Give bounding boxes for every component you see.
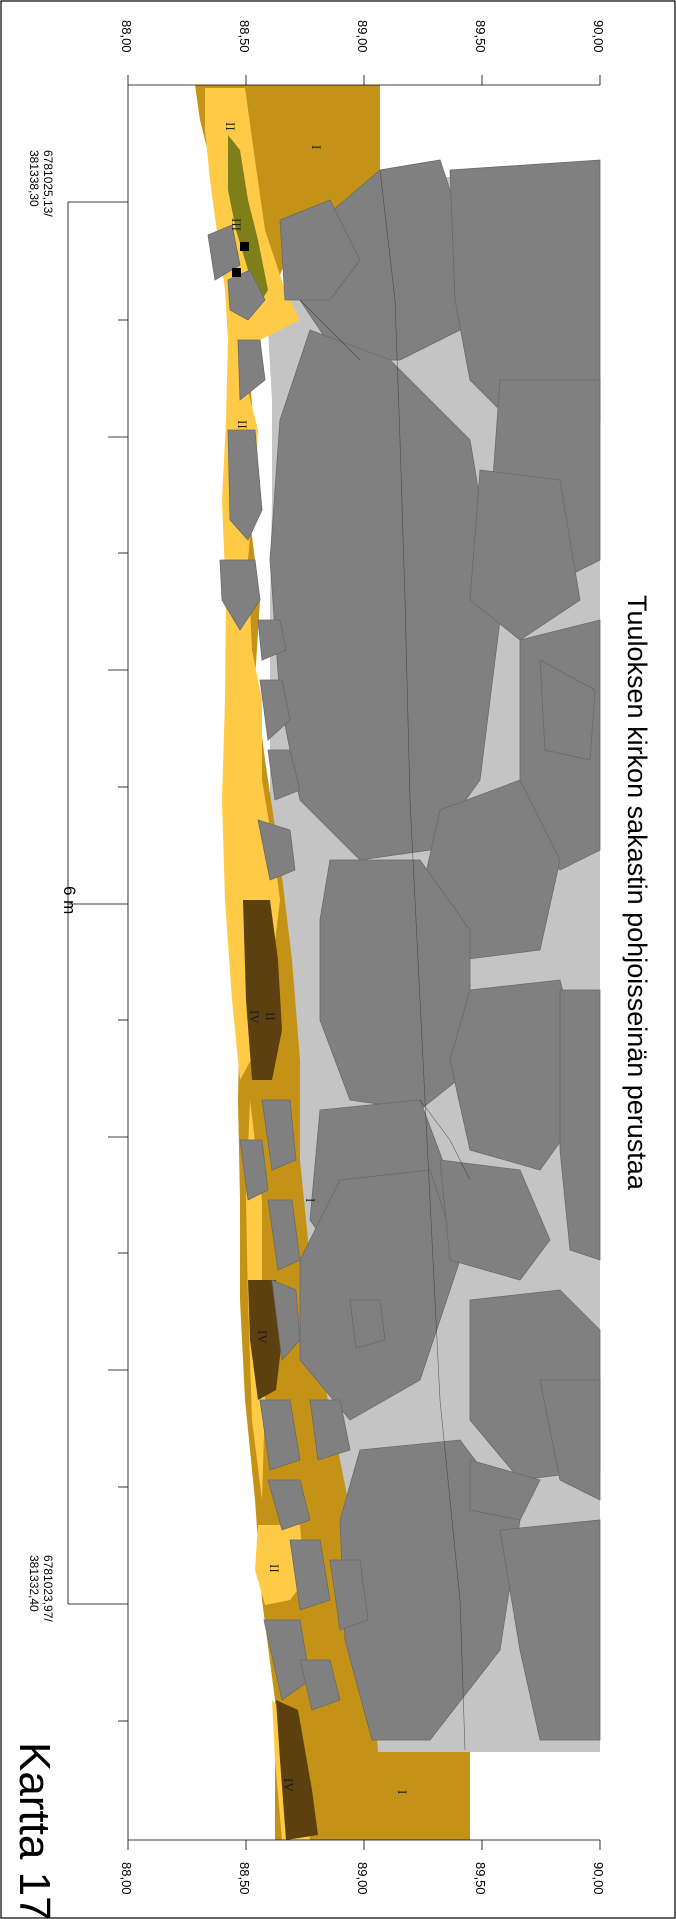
layer-III <box>228 135 268 300</box>
scale-label: 6 m <box>60 886 79 914</box>
layer-IV-b <box>248 1280 282 1400</box>
stones <box>207 159 601 1741</box>
joint-lines <box>299 169 471 1751</box>
elevation-ticks <box>127 75 601 1850</box>
label-layer-I-bottom: I <box>395 1790 410 1794</box>
elevation-labels-top: 88,00 88,50 89,00 89,50 90,00 <box>119 20 606 53</box>
elev-bottom-0: 88,00 <box>119 1862 134 1895</box>
elev-bottom-4: 90,00 <box>591 1862 606 1895</box>
elevation-labels-bottom: 88,00 88,50 89,00 89,50 90,00 <box>119 1862 606 1895</box>
scale-ticks <box>68 201 128 1722</box>
sample-marker-2 <box>232 268 241 277</box>
coord-bottom-east: 381332,40 <box>27 1555 41 1612</box>
section-drawing: I II III II IV II I IV II I IV <box>67 75 601 1850</box>
label-layer-IV-c: IV <box>281 1778 296 1792</box>
sample-marker-1 <box>240 242 249 251</box>
label-layer-II-mid: II <box>235 420 250 429</box>
layer-II <box>205 88 300 1080</box>
coord-bottom-north: 6781023,97/ <box>41 1555 55 1622</box>
elev-top-0: 88,00 <box>119 20 134 53</box>
label-layer-II-top: II <box>223 122 238 131</box>
sheet-label: Kartta 17 <box>10 1742 59 1919</box>
layer-IV-a <box>243 900 282 1080</box>
elev-bottom-1: 88,50 <box>237 1862 252 1895</box>
label-layer-III: III <box>229 218 244 231</box>
layer-labels: I II III II IV II I IV II I IV <box>223 122 410 1794</box>
coord-top-north: 6781025,13/ <box>41 150 55 217</box>
map-title: Tuuloksen kirkon sakastin pohjoisseinän … <box>622 595 652 1191</box>
elev-bottom-3: 89,50 <box>473 1862 488 1895</box>
label-layer-I-mid: I <box>303 1198 318 1202</box>
label-layer-II-b: II <box>263 1012 278 1021</box>
coord-top-east: 381338,30 <box>27 150 41 207</box>
elev-top-3: 89,50 <box>473 20 488 53</box>
layer-IV-c <box>276 1700 318 1840</box>
elev-top-4: 90,00 <box>591 20 606 53</box>
label-layer-I-top: I <box>309 145 324 149</box>
elev-top-2: 89,00 <box>355 20 370 53</box>
label-layer-IV-b: IV <box>255 1330 270 1344</box>
elev-top-1: 88,50 <box>237 20 252 53</box>
label-layer-IV-a: IV <box>247 1010 262 1024</box>
label-layer-II-c: II <box>267 1564 282 1573</box>
elev-bottom-2: 89,00 <box>355 1862 370 1895</box>
